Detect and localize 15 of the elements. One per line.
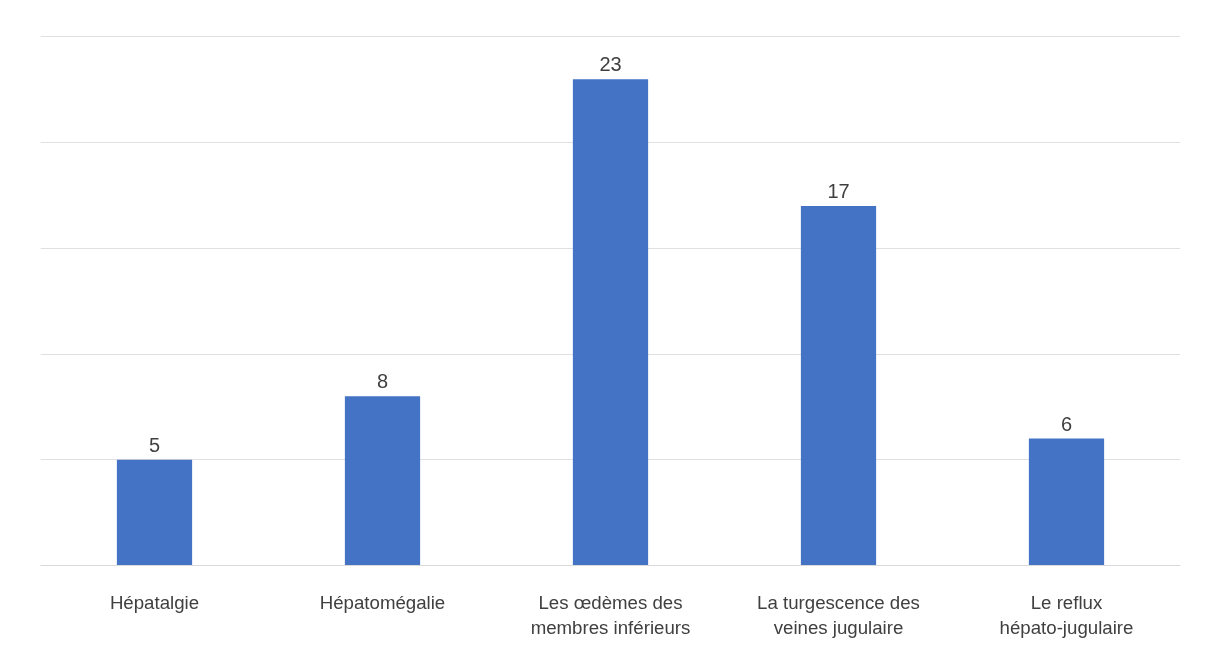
x-tick-label: Hépatalgie [109, 591, 200, 613]
bar [1028, 438, 1105, 566]
bar [116, 459, 193, 566]
x-tick-label: Les œdèmes des membres inférieurs [530, 591, 691, 638]
data-label: 23 [599, 53, 622, 76]
data-label: 8 [376, 370, 389, 393]
data-label: 5 [148, 433, 161, 456]
x-tick-label: Hépatomégalie [319, 591, 446, 613]
x-tick-label: Le reflux hépato-jugulaire [999, 591, 1134, 638]
bar [344, 396, 421, 566]
bar [572, 79, 649, 566]
x-tick-label: La turgescence des veines jugulaire [757, 591, 920, 638]
data-label: 6 [1060, 412, 1073, 435]
data-label: 17 [827, 180, 850, 203]
bar [800, 206, 877, 566]
